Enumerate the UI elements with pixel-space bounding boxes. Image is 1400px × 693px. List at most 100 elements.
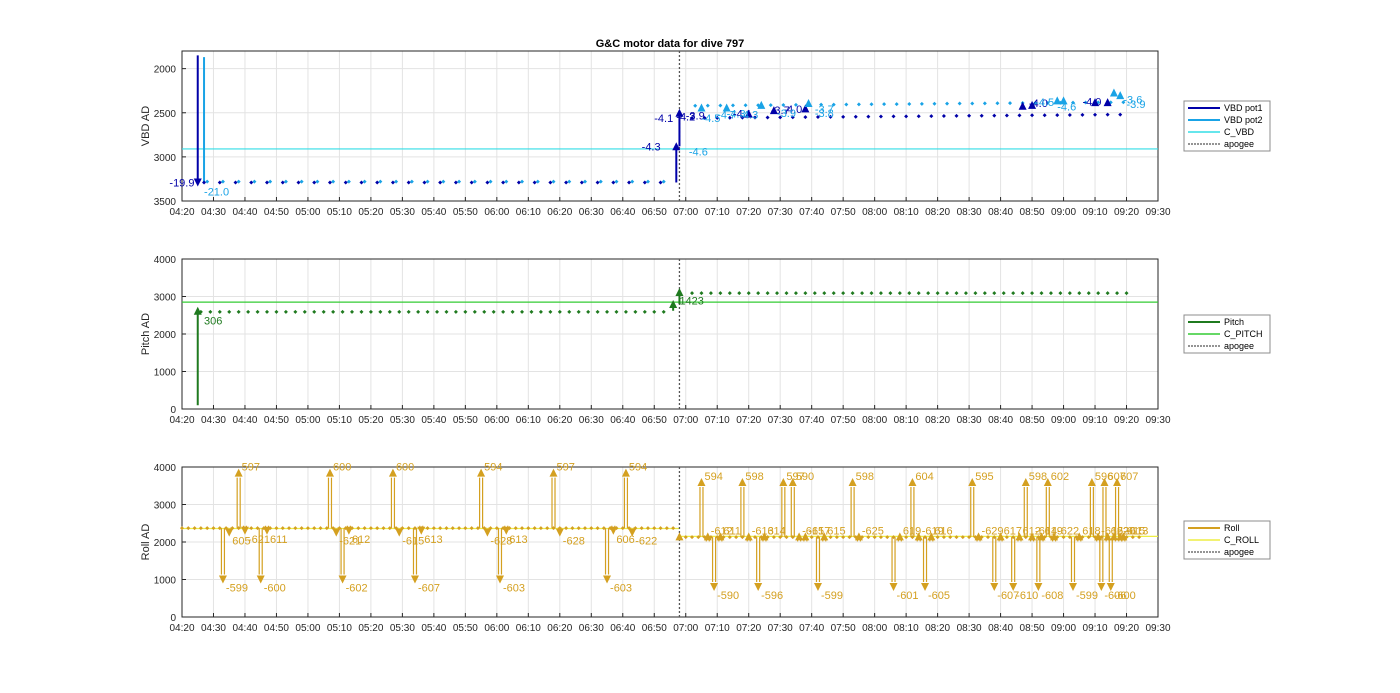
roll-stroke-marker — [1009, 583, 1018, 591]
pitch-point — [435, 309, 440, 314]
roll-stroke-marker — [1097, 583, 1106, 591]
x-tick-label: 07:20 — [736, 415, 761, 426]
roll-point — [878, 535, 883, 540]
x-tick-label: 05:50 — [453, 623, 478, 634]
pitch-point — [510, 309, 515, 314]
x-tick-label: 04:30 — [201, 207, 226, 218]
pitch-point — [784, 291, 789, 296]
vbd-triangle — [801, 104, 810, 113]
legend-label: apogee — [1224, 547, 1254, 557]
roll-stroke-marker — [1050, 532, 1059, 541]
roll-point — [305, 526, 310, 531]
pitch-point — [1020, 291, 1025, 296]
roll-data-label: 595 — [975, 471, 993, 483]
grid-lines — [181, 258, 1159, 410]
roll-point — [828, 535, 833, 540]
roll-stroke-marker — [1106, 583, 1115, 591]
roll-point — [753, 535, 758, 540]
roll-data-label: 606 — [616, 534, 634, 546]
vbd-data-label: -3.9 — [1127, 99, 1146, 111]
x-tick-label: 08:30 — [957, 623, 982, 634]
roll-point — [406, 526, 411, 531]
pot1-point — [265, 180, 270, 185]
x-tick-label: 07:40 — [799, 415, 824, 426]
vbd-triangle — [1109, 88, 1118, 97]
pot2-point — [394, 179, 399, 184]
roll-point — [954, 535, 959, 540]
roll-stroke-marker — [263, 526, 272, 535]
roll-stroke-marker — [1109, 532, 1118, 541]
pitch-point — [236, 309, 241, 314]
pot2-point — [409, 179, 414, 184]
roll-data-label: 615 — [827, 525, 845, 537]
pitch-point — [321, 309, 326, 314]
x-tick-label: 06:50 — [642, 207, 667, 218]
x-tick-label: 08:10 — [894, 415, 919, 426]
pitch-point — [368, 309, 373, 314]
pot2-point — [919, 101, 924, 106]
roll-point — [362, 526, 367, 531]
x-tick-label: 04:40 — [232, 623, 257, 634]
roll-stroke-marker — [621, 468, 630, 477]
x-tick-label: 05:50 — [453, 207, 478, 218]
roll-stroke-marker — [854, 532, 863, 541]
vbd-data-label: -3.9 — [777, 108, 796, 120]
pot1-point — [406, 180, 411, 185]
pot2-point — [1070, 100, 1075, 105]
pitch-point — [302, 309, 307, 314]
roll-data-label: -596 — [761, 590, 783, 602]
roll-data-label: 614 — [767, 525, 785, 537]
roll-data-label: -622 — [635, 536, 657, 548]
roll-point — [438, 526, 443, 531]
pitch-point — [255, 309, 260, 314]
roll-data-label: -615 — [802, 525, 824, 537]
pot2-point — [768, 103, 773, 108]
x-tick-label: 06:10 — [516, 415, 541, 426]
roll-stroke-marker — [908, 478, 917, 486]
pot2-point — [957, 101, 962, 106]
pitch-point — [1086, 291, 1091, 296]
pitch-point — [690, 291, 695, 296]
pot1-point — [485, 180, 490, 185]
pitch-point — [491, 309, 496, 314]
roll-data-label: 594 — [629, 462, 647, 474]
x-tick-label: 05:50 — [453, 415, 478, 426]
roll-point — [444, 526, 449, 531]
roll-point — [425, 526, 430, 531]
roll-stroke-marker — [603, 575, 612, 584]
roll-stroke-marker — [813, 583, 822, 591]
roll-point — [299, 526, 304, 531]
x-tick-label: 06:20 — [547, 415, 572, 426]
roll-stroke-marker — [338, 575, 347, 584]
roll-stroke-marker — [1015, 532, 1024, 541]
vbd-triangle — [744, 109, 753, 118]
vbd-triangle — [804, 99, 813, 108]
roll-data-label: -621 — [339, 536, 361, 548]
pot2-point — [781, 102, 786, 107]
roll-point — [450, 526, 455, 531]
pot1-point — [790, 115, 795, 120]
pot2-point — [718, 103, 723, 108]
roll-stroke-marker — [1034, 583, 1043, 591]
pot1-point — [740, 115, 745, 120]
roll-point — [431, 526, 436, 531]
roll-point — [727, 535, 732, 540]
pot1-point — [469, 180, 474, 185]
roll-point — [985, 535, 990, 540]
vbd-data-label: -21.0 — [204, 187, 229, 199]
roll-data-label: 600 — [396, 462, 414, 474]
vbd-data-label: -4.3 — [642, 141, 661, 153]
x-tick-label: 09:20 — [1114, 415, 1139, 426]
x-tick-label: 07:20 — [736, 207, 761, 218]
x-tick-label: 07:30 — [768, 207, 793, 218]
pot1-point — [642, 180, 647, 185]
pitch-point — [727, 291, 732, 296]
pot2-point — [844, 102, 849, 107]
pot2-point — [730, 103, 735, 108]
x-tick-label: 05:20 — [358, 207, 383, 218]
pot1-point — [753, 115, 758, 120]
pitch-point — [1011, 291, 1016, 296]
roll-point — [771, 535, 776, 540]
pot2-point — [315, 179, 320, 184]
